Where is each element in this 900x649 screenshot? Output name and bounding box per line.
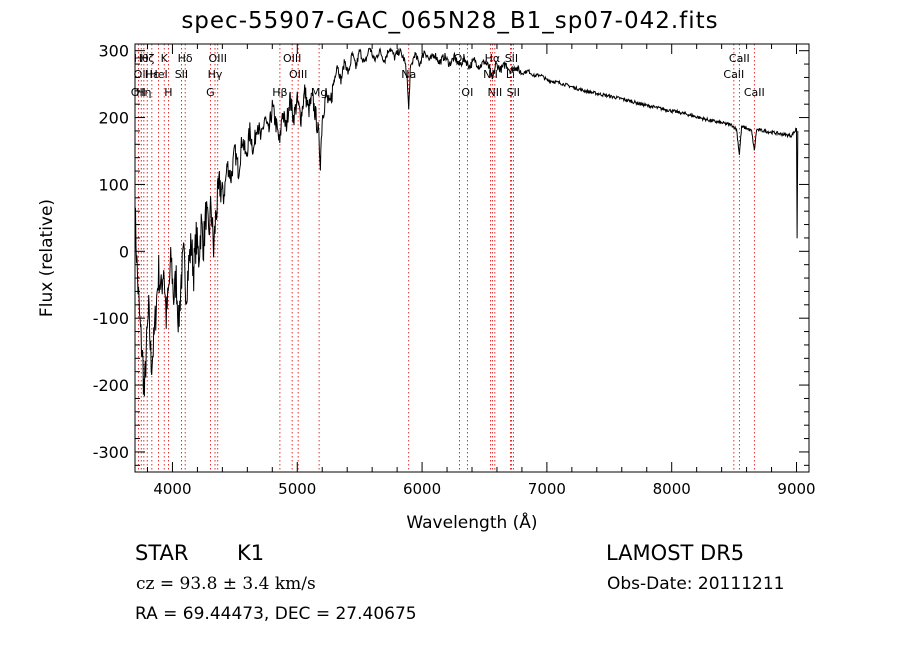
x-tick-label: 8000 bbox=[653, 480, 691, 498]
spectral-line-label: OIII bbox=[209, 52, 227, 65]
spectral-line-label: SII bbox=[507, 86, 520, 99]
observation-date: Obs-Date: 20111211 bbox=[607, 574, 785, 594]
series-layer bbox=[134, 47, 799, 397]
spectral-line-label: G bbox=[206, 86, 215, 99]
chart-title: spec-55907-GAC_065N28_B1_sp07-042.fits bbox=[181, 8, 719, 34]
spectral-line-label: OIII bbox=[289, 68, 307, 81]
spectral-line-label: NII bbox=[487, 86, 502, 99]
plot-frame bbox=[134, 43, 810, 473]
spectral-line-label: Hα bbox=[485, 52, 501, 65]
spectral-line-label: OIII bbox=[283, 52, 301, 65]
x-tick-label: 6000 bbox=[403, 480, 441, 498]
y-tick-label: 0 bbox=[119, 242, 129, 261]
y-tick-label: -300 bbox=[93, 443, 129, 462]
spectral-line-label: H bbox=[164, 86, 172, 99]
spectral-line-label: Hθ bbox=[134, 52, 149, 65]
x-tick-label: 9000 bbox=[777, 480, 815, 498]
spectral-line-label: OI bbox=[461, 86, 473, 99]
spectral-line-label: Hδ bbox=[178, 52, 193, 65]
line-markers-layer: OIIHθOIIHηHζHεHeIKHSIIHδGHγOIIIHβOIIIOII… bbox=[131, 44, 765, 472]
spectral-line-label: Hγ bbox=[208, 68, 223, 81]
spectrum-line bbox=[134, 47, 799, 397]
axes-layer: 4000 5000 6000 7000 8000 9000 -300 -200 -100 0 100… bbox=[93, 42, 816, 498]
spectral-line-label: SII bbox=[505, 52, 518, 65]
spectral-line-label: CaII bbox=[744, 86, 765, 99]
y-tick-label: 300 bbox=[98, 42, 129, 61]
spectral-line-label: Hε bbox=[145, 68, 159, 81]
x-tick-label: 5000 bbox=[278, 480, 316, 498]
object-type: STAR bbox=[135, 541, 189, 565]
y-tick-label: 100 bbox=[98, 175, 129, 194]
spectral-line-label: CaII bbox=[729, 52, 750, 65]
spectral-line-label: Na bbox=[401, 68, 416, 81]
y-tick-label: -200 bbox=[93, 376, 129, 395]
y-tick-label: -100 bbox=[93, 309, 129, 328]
spectral-line-label: Hζ bbox=[140, 52, 154, 65]
spectral-line-label: Li bbox=[506, 68, 515, 81]
x-tick-label: 4000 bbox=[153, 480, 191, 498]
redshift-value: cz = 93.8 ± 3.4 km/s bbox=[136, 574, 316, 594]
spectral-line-label: HeI bbox=[149, 68, 167, 81]
spectral-line-label: OI bbox=[454, 52, 466, 65]
spectral-line-label: CaII bbox=[723, 68, 744, 81]
spectral-subclass: K1 bbox=[237, 541, 265, 565]
x-axis-label: Wavelength (Å) bbox=[406, 511, 537, 533]
spectral-line-label: Mg bbox=[311, 86, 327, 99]
coordinates: RA = 69.44473, DEC = 27.40675 bbox=[135, 604, 417, 624]
spectral-line-label: Hβ bbox=[272, 86, 287, 99]
spectral-line-label: K bbox=[161, 52, 169, 65]
y-tick-label: 200 bbox=[98, 109, 129, 128]
spectral-line-label: Hη bbox=[136, 86, 151, 99]
x-tick-label: 7000 bbox=[528, 480, 566, 498]
y-axis-label: Flux (relative) bbox=[37, 199, 57, 317]
survey-name: LAMOST DR5 bbox=[606, 541, 745, 565]
spectral-line-label: SII bbox=[175, 68, 188, 81]
